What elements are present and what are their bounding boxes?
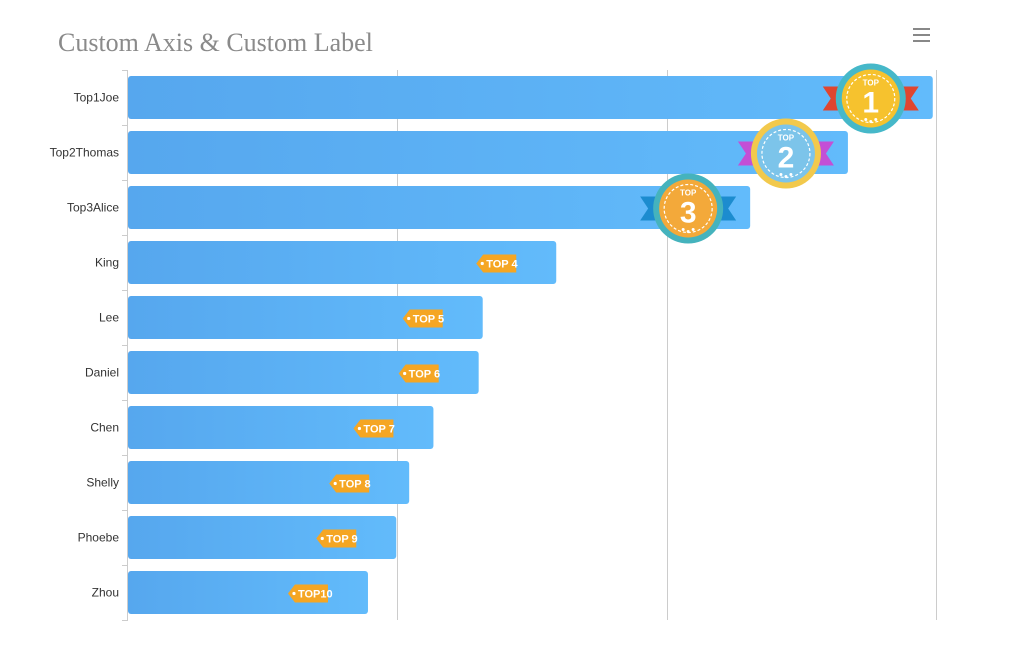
bar-layer xyxy=(128,76,933,614)
rank-tag-9: TOP 9 xyxy=(316,529,358,548)
category-label: Lee xyxy=(99,311,119,325)
category-label: Daniel xyxy=(85,366,119,380)
category-label: Top2Thomas xyxy=(50,146,119,160)
category-label: King xyxy=(95,256,119,270)
chart-title: Custom Axis & Custom Label xyxy=(58,28,373,57)
rank-tag-10: TOP10 xyxy=(287,584,333,603)
bar-Zhou[interactable] xyxy=(128,571,368,614)
bar-Chen[interactable] xyxy=(128,406,434,449)
rank-tag-label: TOP 5 xyxy=(413,314,444,326)
bar-King[interactable] xyxy=(128,241,557,284)
bar-Top2Thomas[interactable] xyxy=(128,131,848,174)
category-label: Shelly xyxy=(86,476,119,490)
rank-tag-label: TOP 9 xyxy=(326,534,357,546)
category-label: Top1Joe xyxy=(74,91,120,105)
medal-badge-1: TOP1 xyxy=(822,63,919,134)
rank-tag-label: TOP 7 xyxy=(363,424,394,436)
rank-tag-label: TOP10 xyxy=(298,589,333,601)
category-label: Chen xyxy=(90,421,119,435)
rank-tag-8: TOP 8 xyxy=(329,474,371,493)
medal-top-text: TOP xyxy=(863,79,880,88)
medal-top-text: TOP xyxy=(680,189,697,198)
hamburger-menu-icon[interactable] xyxy=(913,28,931,42)
category-label: Top3Alice xyxy=(67,201,119,215)
category-label: Phoebe xyxy=(78,531,120,545)
category-label: Zhou xyxy=(92,586,119,600)
medal-rank-number: 1 xyxy=(862,87,879,120)
rank-tag-label: TOP 4 xyxy=(486,259,518,271)
rank-tag-6: TOP 6 xyxy=(398,364,440,383)
rank-tag-7: TOP 7 xyxy=(353,419,395,438)
rank-tag-label: TOP 8 xyxy=(339,479,370,491)
bar-Lee[interactable] xyxy=(128,296,483,339)
rank-tag-4: TOP 4 xyxy=(476,254,519,273)
bar-Top3Alice[interactable] xyxy=(128,186,751,229)
medal-rank-number: 2 xyxy=(778,142,795,175)
bar-Top1Joe[interactable] xyxy=(128,76,933,119)
rank-tag-5: TOP 5 xyxy=(402,309,444,328)
rank-tag-label: TOP 6 xyxy=(409,369,440,381)
medal-rank-number: 3 xyxy=(680,197,697,230)
bar-Phoebe[interactable] xyxy=(128,516,397,559)
label-layer: Top1Joe Top2Thomas Top3Alice King Lee Daniel C… xyxy=(50,91,120,600)
bar-Daniel[interactable] xyxy=(128,351,479,394)
bar-Shelly[interactable] xyxy=(128,461,410,504)
medal-top-text: TOP xyxy=(778,134,795,143)
